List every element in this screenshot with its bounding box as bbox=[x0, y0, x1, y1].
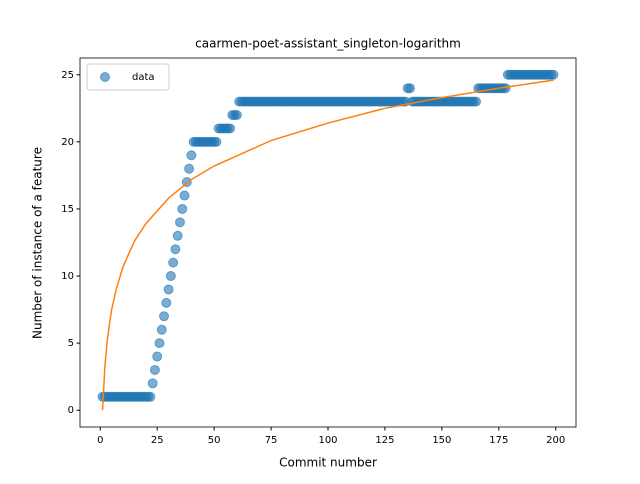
data-point bbox=[159, 311, 170, 322]
x-tick-label: 100 bbox=[318, 435, 337, 446]
data-point bbox=[147, 378, 158, 389]
data-point bbox=[163, 284, 174, 295]
fit-line bbox=[101, 79, 554, 411]
data-point bbox=[471, 96, 482, 107]
data-point bbox=[404, 83, 415, 94]
data-point bbox=[172, 230, 183, 241]
data-point bbox=[168, 257, 179, 268]
x-tick-label: 125 bbox=[375, 435, 394, 446]
y-axis-label: Number of instance of a feature bbox=[31, 147, 45, 339]
data-point bbox=[184, 163, 195, 174]
y-tick-label: 15 bbox=[61, 204, 74, 215]
legend-label: data bbox=[132, 72, 155, 83]
data-point bbox=[154, 338, 165, 349]
x-tick-label: 0 bbox=[97, 435, 103, 446]
data-point bbox=[170, 244, 181, 255]
data-point bbox=[231, 110, 242, 121]
x-tick-label: 75 bbox=[265, 435, 278, 446]
x-tick-label: 200 bbox=[546, 435, 565, 446]
legend-box bbox=[86, 63, 170, 91]
x-tick-label: 150 bbox=[432, 435, 451, 446]
chart-title: caarmen-poet-assistant_singleton-logarit… bbox=[195, 37, 461, 51]
y-tick-label: 5 bbox=[68, 338, 74, 349]
y-tick-label: 0 bbox=[68, 405, 74, 416]
data-point bbox=[149, 364, 160, 375]
data-point bbox=[161, 297, 172, 308]
data-point bbox=[186, 150, 197, 161]
data-point bbox=[177, 203, 188, 214]
x-tick-label: 25 bbox=[151, 435, 164, 446]
x-axis-label: Commit number bbox=[279, 456, 377, 470]
x-tick-label: 175 bbox=[489, 435, 508, 446]
y-tick-label: 20 bbox=[61, 137, 74, 148]
plot-frame bbox=[79, 57, 577, 428]
data-point bbox=[211, 136, 222, 147]
data-point bbox=[548, 69, 559, 80]
data-point bbox=[225, 123, 236, 134]
data-point bbox=[174, 217, 185, 228]
data-point bbox=[165, 271, 176, 282]
y-tick-label: 10 bbox=[61, 271, 74, 282]
x-tick-label: 50 bbox=[208, 435, 221, 446]
y-tick-label: 25 bbox=[61, 70, 74, 81]
legend-marker bbox=[100, 72, 110, 82]
data-point bbox=[145, 391, 156, 402]
data-point bbox=[156, 324, 167, 335]
data-point bbox=[179, 190, 190, 201]
data-point bbox=[152, 351, 163, 362]
